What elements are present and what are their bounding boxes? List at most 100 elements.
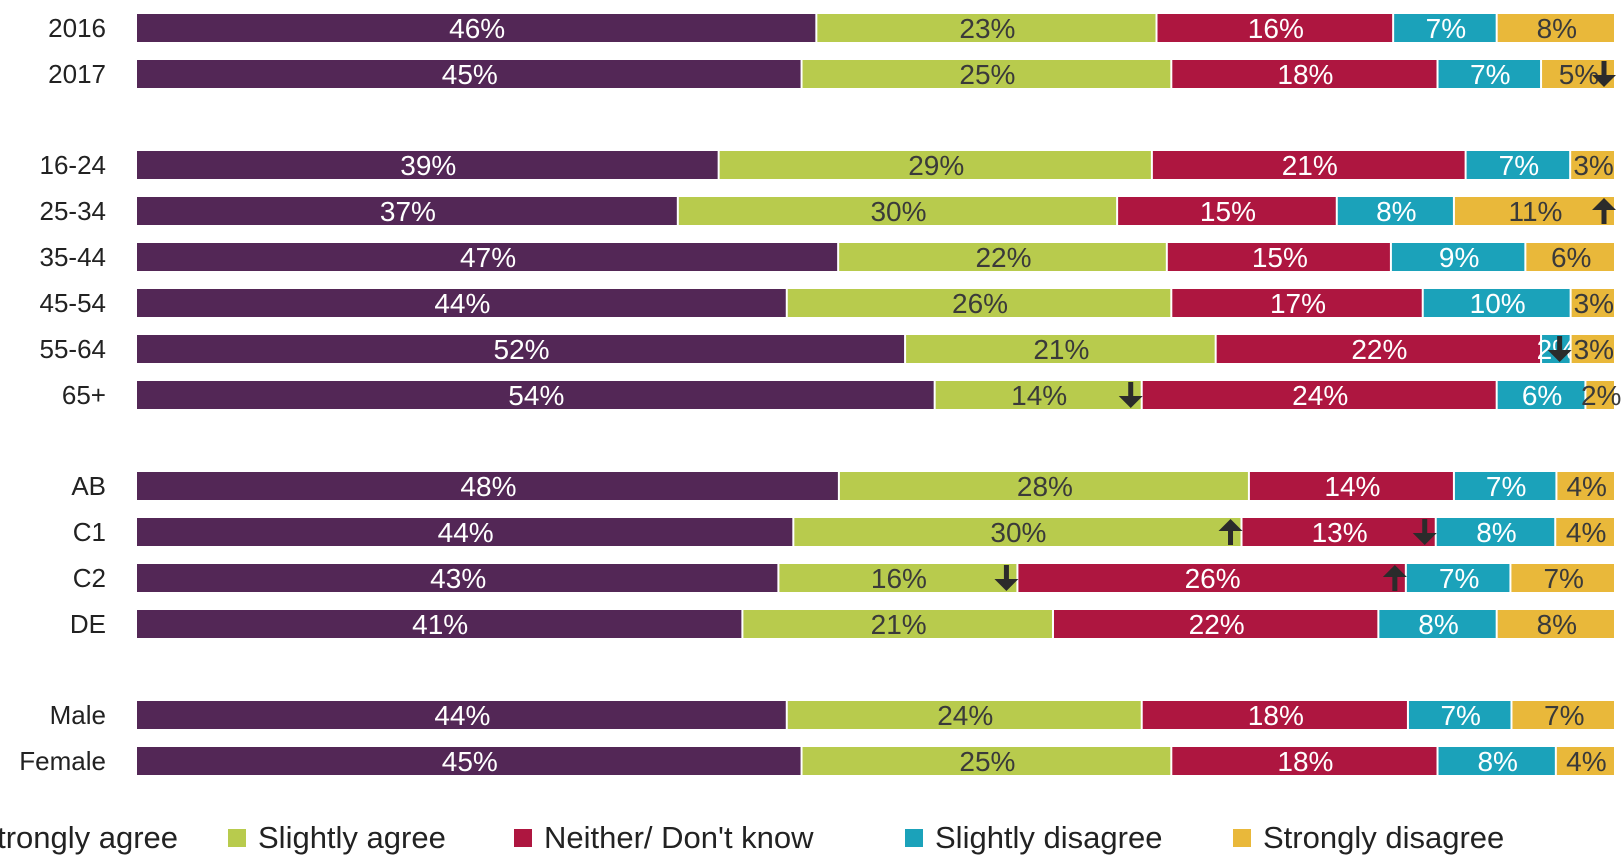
bar-segment-strongly-agree <box>137 747 801 775</box>
legend-label: Neither/ Don't know <box>544 820 814 855</box>
data-label: 7% <box>1426 13 1466 44</box>
data-label: 15% <box>1252 242 1308 273</box>
data-label: 25% <box>959 746 1015 777</box>
data-label: 41% <box>412 609 468 640</box>
bar-segment-slightly-agree <box>802 747 1171 775</box>
bar-segment-strongly-disagree <box>1571 335 1614 363</box>
data-label: 21% <box>1282 150 1338 181</box>
bar-segment-neither-don-t-know <box>1172 289 1422 317</box>
data-label: 3% <box>1574 334 1614 365</box>
bar-segment-slightly-agree <box>935 381 1141 409</box>
category-label: C2 <box>73 563 106 593</box>
bar-segment-strongly-agree <box>137 472 838 500</box>
bar-segment-neither-don-t-know <box>1142 701 1407 729</box>
bar-segment-neither-don-t-know <box>1157 14 1393 42</box>
legend-swatch <box>1233 829 1251 847</box>
data-label: 8% <box>1476 517 1516 548</box>
bar-segment-neither-don-t-know <box>1152 151 1465 179</box>
legend-label: Strongly disagree <box>1263 820 1504 855</box>
bar-segment-slightly-agree <box>906 335 1215 363</box>
bar-segment-neither-don-t-know <box>1018 564 1405 592</box>
category-label: 55-64 <box>40 334 107 364</box>
bar-segment-slightly-disagree <box>1466 151 1570 179</box>
data-label: 24% <box>1292 380 1348 411</box>
category-label: 25-34 <box>40 196 107 226</box>
bar-segment-neither-don-t-know <box>1249 472 1453 500</box>
data-label: 29% <box>908 150 964 181</box>
data-label: 14% <box>1324 471 1380 502</box>
bar-segment-neither-don-t-know <box>1172 60 1437 88</box>
data-label: 18% <box>1277 746 1333 777</box>
arrow-down-icon <box>1412 519 1437 545</box>
legend: Strongly agree Slightly agree Neither/ Don… <box>0 820 1504 855</box>
data-label: 7% <box>1439 563 1479 594</box>
category-label: Female <box>19 746 106 776</box>
category-label: C1 <box>73 517 106 547</box>
data-label: 26% <box>1185 563 1241 594</box>
data-label: 44% <box>434 700 490 731</box>
arrow-down-icon <box>994 565 1019 591</box>
data-label: 7% <box>1486 471 1526 502</box>
data-label: 30% <box>990 517 1046 548</box>
bar-segment-strongly-disagree <box>1557 472 1614 500</box>
data-label: 24% <box>937 700 993 731</box>
data-label: 7% <box>1543 563 1583 594</box>
bar-segment-slightly-disagree <box>1438 60 1541 88</box>
bar-segment-neither-don-t-know <box>1216 335 1541 363</box>
bar-segment-slightly-agree <box>787 701 1141 729</box>
bar-segment-slightly-disagree <box>1423 289 1570 317</box>
bar-segment-strongly-disagree <box>1512 701 1614 729</box>
data-label: 8% <box>1537 609 1577 640</box>
bar-segment-slightly-disagree <box>1436 518 1555 546</box>
data-label: 7% <box>1470 59 1510 90</box>
data-label: 52% <box>494 334 550 365</box>
legend-label: Strongly agree <box>0 820 178 855</box>
legend-item-strongly-agree: Strongly agree <box>0 820 178 855</box>
data-label: 8% <box>1418 609 1458 640</box>
data-label: 45% <box>442 746 498 777</box>
legend-item-slightly-disagree: Slightly disagree <box>905 820 1162 855</box>
bar-segment-slightly-disagree <box>1394 14 1496 42</box>
data-label: 15% <box>1200 196 1256 227</box>
bar-segment-strongly-disagree <box>1556 747 1614 775</box>
bar-segment-strongly-disagree <box>1571 151 1614 179</box>
bar-segment-neither-don-t-know <box>1118 197 1336 225</box>
data-label: 37% <box>380 196 436 227</box>
data-label: 2% <box>1537 334 1577 365</box>
bar-segment-slightly-agree <box>787 289 1171 317</box>
data-label: 17% <box>1270 288 1326 319</box>
data-label: 54% <box>508 380 564 411</box>
bar-segment-slightly-disagree <box>1454 472 1556 500</box>
data-label: 18% <box>1248 700 1304 731</box>
data-label: 16% <box>1248 13 1304 44</box>
data-label: 44% <box>438 517 494 548</box>
bar-segment-strongly-disagree <box>1511 564 1614 592</box>
category-label: 35-44 <box>40 242 107 272</box>
data-label: 7% <box>1440 700 1480 731</box>
legend-swatch <box>514 829 532 847</box>
bar-segment-strongly-disagree <box>1454 197 1614 225</box>
category-label: DE <box>70 609 106 639</box>
bar-segment-strongly-agree <box>137 60 801 88</box>
legend-swatch <box>228 829 246 847</box>
data-label: 47% <box>460 242 516 273</box>
bar-segment-slightly-disagree <box>1542 335 1570 363</box>
legend-item-strongly-disagree: Strongly disagree <box>1233 820 1504 855</box>
bar-segment-slightly-disagree <box>1438 747 1555 775</box>
legend-label: Slightly disagree <box>935 820 1162 855</box>
legend-item-neither-don-t-know: Neither/ Don't know <box>514 820 814 855</box>
arrow-up-icon <box>1592 198 1616 224</box>
data-label: 21% <box>871 609 927 640</box>
bar-segment-slightly-disagree <box>1408 701 1511 729</box>
data-label: 11% <box>1508 196 1562 227</box>
data-label: 6% <box>1522 380 1562 411</box>
bar-segment-slightly-agree <box>719 151 1151 179</box>
data-label: 8% <box>1537 13 1577 44</box>
data-label: 14% <box>1011 380 1067 411</box>
bar-segment-strongly-disagree <box>1526 243 1614 271</box>
data-label: 22% <box>975 242 1031 273</box>
bar-segment-slightly-disagree <box>1391 243 1525 271</box>
category-label: AB <box>71 471 106 501</box>
bar-segment-strongly-disagree <box>1497 610 1614 638</box>
